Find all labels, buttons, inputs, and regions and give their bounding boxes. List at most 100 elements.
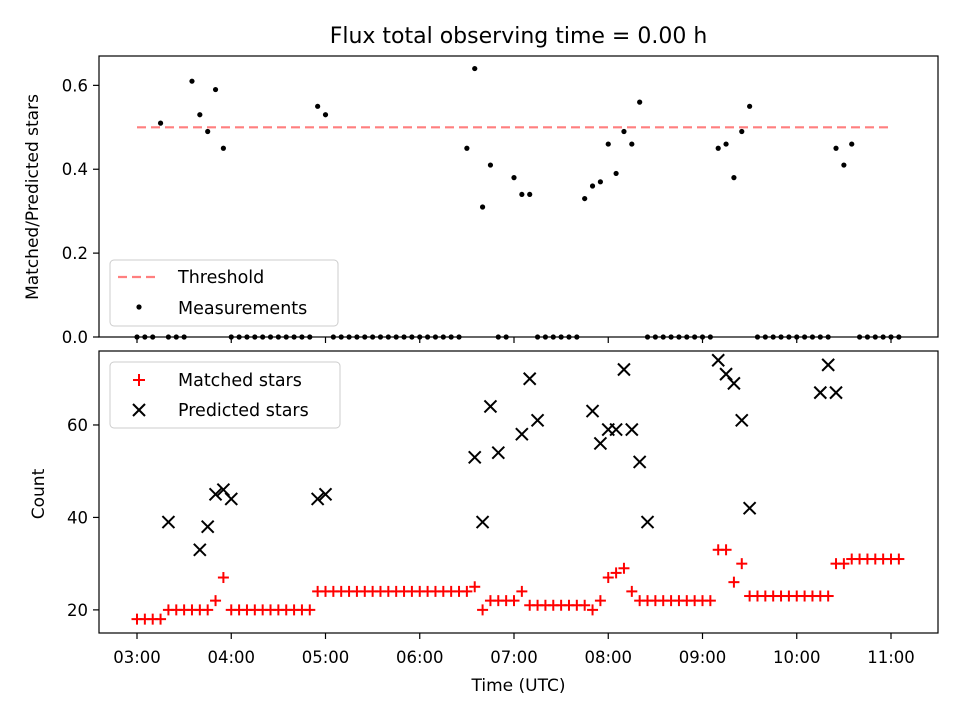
measurement-point <box>589 183 596 189</box>
bottom-x-tick-label: 11:00 <box>867 648 915 667</box>
predicted-star-marker <box>625 422 639 437</box>
predicted-star-marker <box>640 515 655 529</box>
measurement-point <box>605 141 611 147</box>
matched-legend-label: Matched stars <box>178 371 302 391</box>
measurement-point <box>629 141 635 147</box>
top-y-tick-label: 0.6 <box>62 76 88 95</box>
bottom-x-axis: 03:00 04:00 05:00 06:00 07:00 08:00 09:00 10:00… <box>113 633 915 667</box>
measurement-point <box>511 175 517 181</box>
predicted-star-marker <box>200 519 215 534</box>
matched-star-marker <box>822 590 834 602</box>
matched-star-marker <box>304 604 316 616</box>
predicted-star-marker <box>530 413 545 428</box>
bottom-legend: Matched stars Predicted stars <box>109 361 341 429</box>
measurement-point <box>479 204 486 210</box>
predicted-legend-label: Predicted stars <box>178 401 309 421</box>
measurement-point <box>315 103 321 109</box>
top-legend: Threshold Measurements <box>109 259 339 327</box>
matched-star-marker <box>720 544 732 556</box>
bottom-x-tick-label: 08:00 <box>584 648 632 667</box>
bottom-plot-frame <box>98 350 939 634</box>
measurement-point <box>621 128 627 135</box>
top-plot-frame <box>98 55 939 338</box>
predicted-star-marker <box>208 487 223 502</box>
predicted-star-marker <box>711 353 725 367</box>
predicted-star-marker <box>727 376 741 391</box>
predicted-star-marker <box>193 543 207 557</box>
matched-star-marker <box>477 604 489 616</box>
predicted-star-marker <box>161 515 176 529</box>
measurement-point <box>212 86 219 93</box>
matched-star-marker <box>579 599 591 611</box>
top-panel: Flux total observing time = 0.00 h 0.0 0.… <box>23 24 939 347</box>
predicted-star-marker <box>821 358 835 372</box>
top-y-tick-label: 0.0 <box>62 328 88 347</box>
measurement-point <box>487 162 494 168</box>
predicted-star-marker <box>475 515 490 529</box>
bottom-y-tick-label: 60 <box>67 416 88 435</box>
measurement-point <box>220 145 226 151</box>
bottom-x-axis-label: Time (UTC) <box>471 676 566 696</box>
matched-star-marker <box>610 567 622 579</box>
matched-legend-swatch <box>133 374 145 386</box>
predicted-star-marker <box>585 404 600 418</box>
matched-star-marker <box>461 585 473 597</box>
matched-star-marker <box>587 604 599 616</box>
matched-star-marker <box>626 585 638 597</box>
measurement-point <box>715 145 721 151</box>
matched-star-marker <box>838 558 850 570</box>
top-x-axis <box>136 337 892 343</box>
bottom-markers-layer <box>131 353 905 625</box>
measurement-point <box>739 128 745 135</box>
measurement-point <box>841 162 847 168</box>
matched-star-marker <box>210 595 222 607</box>
threshold-legend-label: Threshold <box>177 268 264 288</box>
bottom-y-tick-label: 20 <box>67 601 88 620</box>
bottom-y-axis: 20 40 60 <box>67 416 99 620</box>
predicted-star-marker <box>523 372 537 386</box>
top-chart-title: Flux total observing time = 0.00 h <box>330 24 708 49</box>
measurement-point <box>637 99 643 105</box>
top-legend-box <box>109 259 339 327</box>
measurement-point <box>519 191 525 198</box>
predicted-star-marker <box>742 501 757 515</box>
measurements-legend-label: Measurements <box>178 299 307 319</box>
bottom-x-tick-label: 03:00 <box>113 648 161 667</box>
matched-star-marker <box>618 562 630 574</box>
top-y-tick-label: 0.2 <box>62 244 88 263</box>
predicted-star-marker <box>617 362 631 377</box>
measurement-point <box>322 112 329 118</box>
bottom-x-tick-label: 09:00 <box>679 648 727 667</box>
measurement-point <box>472 65 478 72</box>
predicted-star-marker <box>735 413 749 428</box>
matched-star-marker <box>602 572 614 584</box>
measurement-point <box>723 141 729 147</box>
measurement-point <box>205 128 211 135</box>
predicted-star-marker <box>515 427 529 441</box>
bottom-x-tick-label: 07:00 <box>490 648 538 667</box>
matched-star-marker <box>893 553 905 565</box>
top-y-axis-label: Matched/Predicted stars <box>23 94 43 300</box>
predicted-star-marker <box>813 385 828 400</box>
matched-star-marker <box>217 572 229 584</box>
matched-star-marker <box>508 595 520 607</box>
measurement-point <box>597 179 603 185</box>
predicted-star-marker <box>829 385 843 400</box>
matched-star-marker <box>736 558 748 570</box>
top-y-tick-label: 0.4 <box>62 160 88 179</box>
bottom-x-tick-label: 04:00 <box>207 648 255 667</box>
matched-star-marker <box>594 595 606 607</box>
bottom-legend-box <box>109 361 341 429</box>
bottom-panel: 20 40 60 03:00 04:00 05:00 06:00 07:00 08:00 09:… <box>29 350 939 696</box>
predicted-legend-swatch <box>132 403 146 417</box>
predicted-star-marker <box>593 436 608 451</box>
predicted-star-marker <box>468 450 482 465</box>
matched-star-marker <box>155 613 167 625</box>
bottom-y-axis-label: Count <box>29 468 49 519</box>
bottom-x-tick-label: 05:00 <box>302 648 350 667</box>
predicted-star-marker <box>318 487 333 502</box>
predicted-star-marker <box>491 445 505 460</box>
top-measurements-layer <box>134 65 902 340</box>
predicted-star-marker <box>310 492 325 506</box>
